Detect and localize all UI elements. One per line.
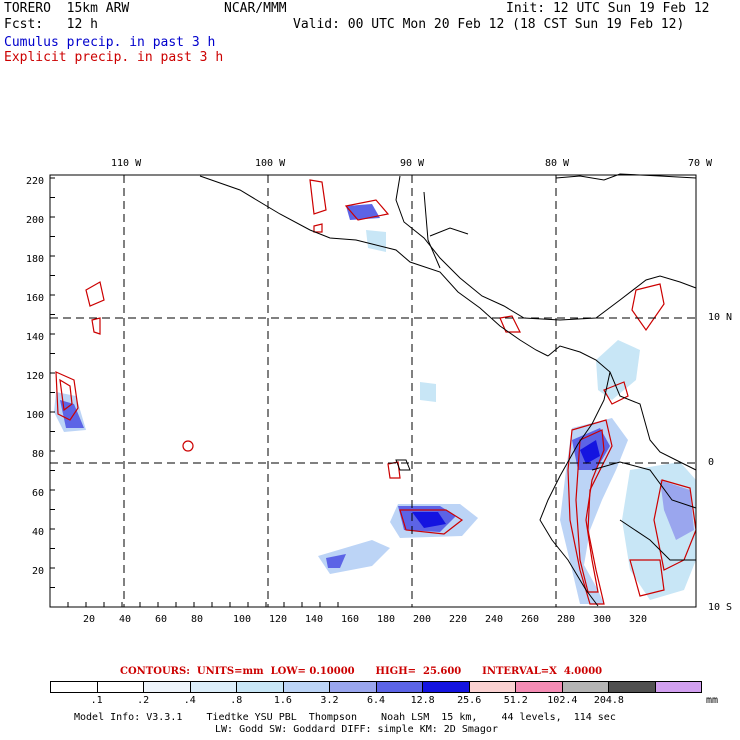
lon-label-110w: 110 W xyxy=(111,158,142,169)
colorbar-value: .4 xyxy=(183,695,196,706)
colorbar-swatch xyxy=(51,682,98,692)
y-tick: 120 xyxy=(26,371,45,382)
y-tick: 20 xyxy=(32,566,45,577)
x-tick: 100 xyxy=(233,614,252,625)
legend-explicit: Explicit precip. in past 3 h xyxy=(4,50,224,65)
colorbar-swatch xyxy=(190,682,237,692)
colorbar-swatch xyxy=(237,682,284,692)
x-tick: 40 xyxy=(119,614,132,625)
model-info-line1: Model Info: V3.3.1 Tiedtke YSU PBL Thomp… xyxy=(74,712,616,723)
colorbar-swatch xyxy=(423,682,470,692)
colorbar-swatch xyxy=(376,682,423,692)
colorbar-unit: mm xyxy=(706,695,719,706)
colorbar-swatch xyxy=(469,682,516,692)
model-info-line2: LW: Godd SW: Goddard DIFF: simple KM: 2D… xyxy=(215,724,498,735)
plot-frame xyxy=(49,174,697,608)
y-tick: 220 xyxy=(26,176,45,187)
x-tick: 80 xyxy=(191,614,204,625)
colorbar-value: .2 xyxy=(137,695,150,706)
colorbar-swatch xyxy=(655,682,701,692)
y-tick: 180 xyxy=(26,254,45,265)
x-tick: 240 xyxy=(485,614,504,625)
colorbar-swatch xyxy=(330,682,377,692)
x-tick: 280 xyxy=(557,614,576,625)
x-tick: 140 xyxy=(305,614,324,625)
x-tick: 300 xyxy=(593,614,612,625)
colorbar-value: 51.2 xyxy=(503,695,528,706)
valid-time: Valid: 00 UTC Mon 20 Feb 12 (18 CST Sun … xyxy=(293,17,685,32)
lon-label-70w: 70 W xyxy=(688,158,713,169)
colorbar-swatch xyxy=(144,682,191,692)
legend-cumulus: Cumulus precip. in past 3 h xyxy=(4,35,216,50)
colorbar-value: 204.8 xyxy=(593,695,624,706)
model-title: TORERO 15km ARW xyxy=(4,1,130,16)
center-label: NCAR/MMM xyxy=(224,1,287,16)
y-tick: 60 xyxy=(32,488,45,499)
explicit-precip-contours xyxy=(55,179,697,605)
lon-label-100w: 100 W xyxy=(255,158,286,169)
x-tick: 20 xyxy=(83,614,96,625)
colorbar-value: .8 xyxy=(230,695,243,706)
x-tick: 260 xyxy=(521,614,540,625)
lon-label-90w: 90 W xyxy=(400,158,425,169)
y-tick: 100 xyxy=(26,410,45,421)
x-tick: 120 xyxy=(269,614,288,625)
forecast-hour: Fcst: 12 h xyxy=(4,17,98,32)
y-tick: 40 xyxy=(32,527,45,538)
x-tick: 200 xyxy=(413,614,432,625)
cumulus-precip-shading xyxy=(54,230,696,604)
coastlines xyxy=(199,173,697,607)
x-tick: 220 xyxy=(449,614,468,625)
y-tick: 140 xyxy=(26,332,45,343)
colorbar-value: 102.4 xyxy=(547,695,578,706)
x-tick: 160 xyxy=(341,614,360,625)
colorbar-swatch xyxy=(97,682,144,692)
lon-label-80w: 80 W xyxy=(545,158,570,169)
colorbar-value: 12.8 xyxy=(410,695,435,706)
lat-label-10n: 10 N xyxy=(708,312,733,323)
x-tick: 180 xyxy=(377,614,396,625)
y-tick: 160 xyxy=(26,293,45,304)
colorbar-swatch xyxy=(609,682,656,692)
colorbar-swatch xyxy=(283,682,330,692)
colorbar-value: 3.2 xyxy=(320,695,339,706)
x-tick: 60 xyxy=(155,614,168,625)
colorbar-value: .1 xyxy=(90,695,103,706)
contours-info: CONTOURS: UNITS=mm LOW= 0.10000 HIGH= 25… xyxy=(120,666,603,677)
colorbar-swatch xyxy=(562,682,609,692)
latlon-grid xyxy=(50,175,696,607)
colorbar-swatch xyxy=(516,682,563,692)
colorbar-value: 1.6 xyxy=(273,695,292,706)
lat-label-0: 0 xyxy=(708,457,715,468)
colorbar-labels: .1 .2 .4 .8 1.6 3.2 6.4 12.8 25.6 51.2 102.4 204.8 xyxy=(0,695,740,707)
x-tick: 320 xyxy=(629,614,648,625)
lat-label-10s: 10 S xyxy=(708,602,733,613)
y-tick: 80 xyxy=(32,449,45,460)
y-tick: 200 xyxy=(26,215,45,226)
colorbar-value: 6.4 xyxy=(367,695,386,706)
colorbar xyxy=(50,681,702,693)
colorbar-value: 25.6 xyxy=(457,695,482,706)
axis-ticks xyxy=(49,177,339,608)
init-time: Init: 12 UTC Sun 19 Feb 12 xyxy=(506,1,710,16)
